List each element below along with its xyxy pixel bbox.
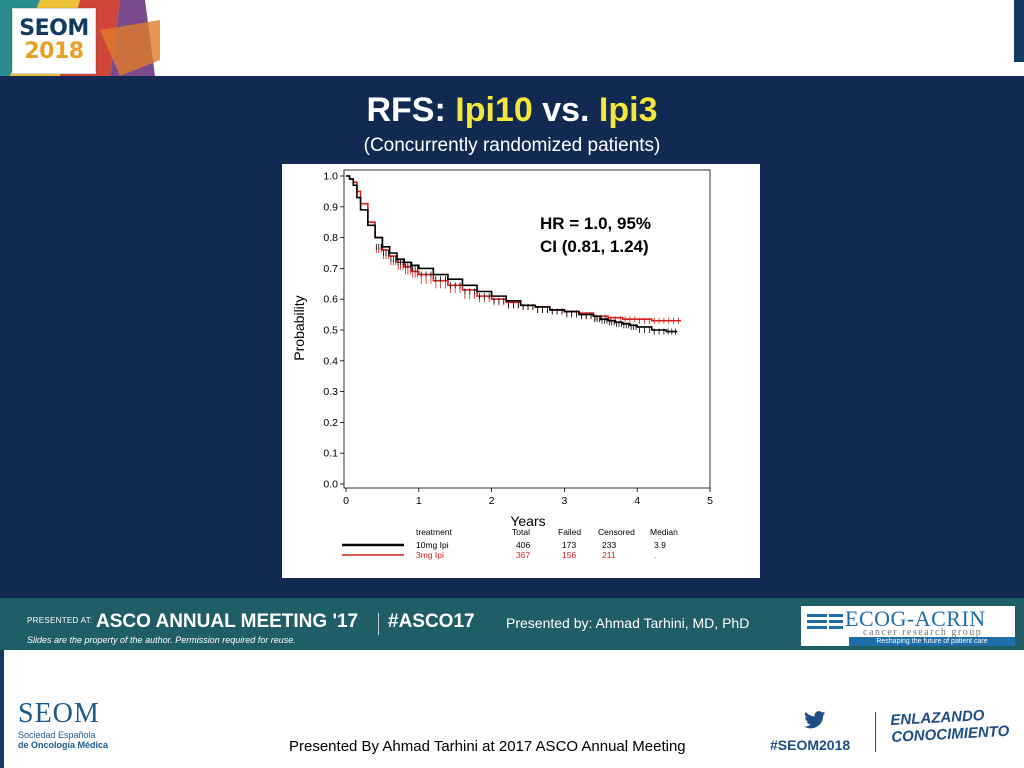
logo-line1: SEOM: [19, 16, 89, 41]
header-accent-bar: [1014, 0, 1024, 62]
table-header: Median: [650, 527, 678, 537]
y-tick-label: 0.3: [323, 386, 338, 398]
x-tick-label: 3: [561, 495, 567, 507]
title-highlight-ipi10: Ipi10: [455, 91, 533, 129]
ecog-lines-icon: [807, 614, 843, 629]
seom-hashtag: #SEOM2018: [770, 737, 851, 753]
title-highlight-ipi3: Ipi3: [598, 91, 658, 129]
x-axis-label: Years: [510, 513, 545, 529]
seom-footer-sub2: de Oncología Médica: [18, 740, 109, 750]
table-cell: 233: [602, 540, 616, 550]
presenter-credit: Presented by: Ahmad Tarhini, MD, PhD: [506, 615, 750, 631]
table-cell: 3.9: [654, 540, 666, 550]
y-tick-label: 0.6: [323, 294, 338, 306]
y-tick-label: 0.5: [323, 325, 338, 337]
x-tick-label: 1: [416, 495, 422, 507]
seom-footer-wordmark: SEOM: [18, 698, 100, 729]
chart-panel: 0.0 0.1 0.2 0.3 0.4 0.5 0.6 0.7 0.8 0.9 1.0 0 1 2 3 4 5 Y…: [282, 164, 760, 578]
seom-2018-logo: SEOM 2018: [12, 8, 96, 74]
slide-subtitle: (Concurrently randomized patients): [363, 135, 661, 156]
ecog-acrin-logo: ECOG-ACRIN cancer research group Reshapi…: [801, 606, 1015, 646]
footer-divider: [875, 712, 876, 752]
footer-accent-bar: [0, 650, 4, 768]
table-header: Censored: [598, 527, 635, 537]
x-tick-label: 5: [707, 495, 713, 507]
hr-annotation-line2: CI (0.81, 1.24): [540, 237, 649, 256]
x-tick-label: 0: [343, 495, 349, 507]
y-tick-label: 0.1: [323, 448, 338, 460]
footer-caption: Presented By Ahmad Tarhini at 2017 ASCO …: [289, 738, 686, 755]
table-cell: 211: [602, 550, 616, 560]
table-cell: 3mg Ipi: [416, 550, 444, 560]
top-header: SEOM 2018: [0, 0, 1024, 76]
x-tick-label: 4: [634, 495, 640, 507]
table-cell: .: [654, 550, 656, 560]
presented-at-label: PRESENTED AT:: [27, 616, 93, 625]
hr-annotation-line1: HR = 1.0, 95%: [540, 214, 651, 233]
seom-footer-logo: SEOM Sociedad Española de Oncología Médi…: [18, 698, 109, 751]
table-cell: 10mg Ipi: [416, 540, 449, 550]
plot-frame: [343, 169, 711, 489]
title-mid: vs.: [532, 91, 599, 129]
y-tick-label: 0.8: [323, 232, 338, 244]
seom-footer-sub1: Sociedad Española: [18, 730, 96, 740]
table-header: Failed: [558, 527, 581, 537]
slide-title: RFS: Ipi10 vs. Ipi3: [0, 90, 1024, 130]
ecog-acrin-name: ECOG-ACRIN: [845, 606, 986, 631]
reuse-disclaimer: Slides are the property of the author. P…: [27, 635, 296, 645]
table-cell: 367: [516, 550, 530, 560]
km-chart: 0.0 0.1 0.2 0.3 0.4 0.5 0.6 0.7 0.8 0.9 1.0 0 1 2 3 4 5 Y…: [291, 169, 713, 560]
y-tick-label: 0.9: [323, 201, 338, 213]
title-prefix: RFS:: [366, 91, 456, 129]
ecog-acrin-subtitle: cancer research group: [863, 627, 983, 638]
logo-line2: 2018: [24, 39, 84, 64]
y-axis-label: Probability: [291, 295, 307, 360]
table-cell: 156: [562, 550, 576, 560]
twitter-icon: [804, 711, 826, 729]
y-tick-label: 0.0: [323, 479, 338, 491]
asco-hashtag: #ASCO17: [388, 611, 475, 632]
summary-table: treatment Total Failed Censored Median 10mg I…: [342, 527, 678, 560]
table-header: treatment: [416, 527, 453, 537]
slide: RFS: Ipi10 vs. Ipi3 (Concurrently random…: [0, 76, 1024, 598]
table-header: Total: [512, 527, 530, 537]
ecog-acrin-tagline: Reshaping the future of patient care: [849, 637, 1015, 646]
y-tick-label: 0.7: [323, 263, 338, 275]
y-tick-label: 0.2: [323, 417, 338, 429]
y-tick-label: 0.4: [323, 355, 338, 367]
table-cell: 173: [562, 540, 576, 550]
banner-divider: [378, 613, 379, 635]
x-tick-label: 2: [489, 495, 495, 507]
asco-meeting-title: ASCO ANNUAL MEETING '17: [96, 611, 359, 632]
enlazando-tagline: ENLAZANDO CONOCIMIENTO: [890, 706, 1010, 746]
y-tick-label: 1.0: [323, 171, 338, 183]
table-cell: 406: [516, 540, 530, 550]
